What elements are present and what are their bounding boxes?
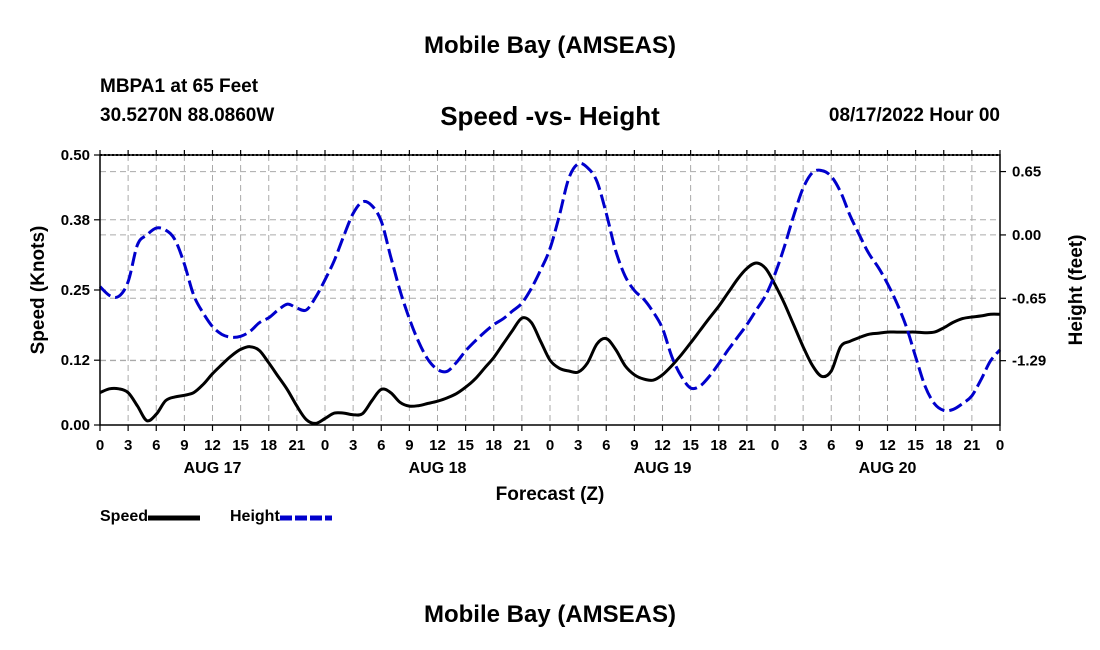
x-tick-label: 12 [879,437,896,454]
second-chart-title: Mobile Bay (AMSEAS) [423,601,677,628]
coordinates-label: 30.5270N 88.0860W [100,105,275,126]
x-tick-label: 0 [96,437,104,454]
series-layer [98,161,1002,425]
x-tick-label: 12 [429,437,446,454]
legend-speed: Speed [100,508,201,526]
y-tick-label: 0.38 [61,212,90,229]
x-tick-label: 12 [654,437,671,454]
x-tick-label: 3 [124,437,132,454]
x-day-label: AUG 19 [634,460,692,477]
x-tick-label: 21 [739,437,756,454]
x-axis-label: Forecast (Z) [496,484,605,505]
x-tick-label: 0 [996,437,1004,454]
axes-layer: 0 3 6 9 12 15 18 21 0 3 6 9 12 15 18 21 0 3 6 9 12 15 18 21 0 3 6 9… [61,147,1046,477]
x-tick-label: 9 [855,437,863,454]
y-tick-label: 0.50 [61,147,90,164]
x-tick-label: 6 [602,437,610,454]
y-tick-label: 0.12 [61,352,90,369]
x-tick-label: 15 [232,437,249,454]
x-tick-label: 21 [964,437,981,454]
x-tick-label: 18 [260,437,277,454]
x-tick-label: 3 [574,437,582,454]
speed-height-chart: 0 3 6 9 12 15 18 21 0 3 6 9 12 15 18 21 0 3 6 9 12 15 18 21 0 3 6 9… [28,147,1087,505]
station-label: MBPA1 at 65 Feet [100,76,259,97]
x-day-label: AUG 20 [859,460,917,477]
x-tick-label: 18 [485,437,502,454]
x-tick-label: 3 [799,437,807,454]
x-tick-label: 0 [546,437,554,454]
x-tick-label: 9 [180,437,188,454]
x-tick-label: 15 [907,437,924,454]
height-line [98,161,1002,413]
x-tick-label: 9 [405,437,413,454]
chart-subtitle: Speed -vs- Height [440,101,660,131]
x-day-label: AUG 17 [184,460,242,477]
x-tick-label: 18 [710,437,727,454]
x-tick-label: 0 [771,437,779,454]
x-tick-label: 3 [349,437,357,454]
y-axis-label-right: Height (feet) [1066,235,1087,346]
x-tick-label: 9 [630,437,638,454]
grid-layer [100,155,1000,425]
legend-speed-label: Speed [100,508,149,525]
legend-height: Height [230,508,332,526]
y2-tick-label: 0.00 [1012,227,1041,244]
x-tick-label: 6 [152,437,160,454]
x-tick-label: 18 [935,437,952,454]
x-tick-label: 15 [457,437,474,454]
x-tick-label: 0 [321,437,329,454]
x-day-label: AUG 18 [409,460,467,477]
x-tick-label: 12 [204,437,221,454]
y2-tick-label: 0.65 [1012,164,1041,181]
x-tick-label: 6 [827,437,835,454]
main-title: Mobile Bay (AMSEAS) [423,32,677,59]
x-tick-label: 21 [514,437,531,454]
forecast-datetime: 08/17/2022 Hour 00 [828,105,1000,126]
speed-line [99,261,1001,425]
y-axis-label-left: Speed (Knots) [28,226,49,355]
legend-speed-swatch [148,515,201,521]
x-tick-label: 21 [289,437,306,454]
y2-tick-label: -1.29 [1012,353,1046,370]
y-tick-label: 0.25 [61,282,90,299]
y-tick-label: 0.00 [61,417,90,434]
legend-height-swatch [279,515,332,521]
y2-tick-label: -0.65 [1012,290,1046,307]
x-tick-label: 15 [682,437,699,454]
legend-height-label: Height [230,508,280,525]
x-tick-label: 6 [377,437,385,454]
